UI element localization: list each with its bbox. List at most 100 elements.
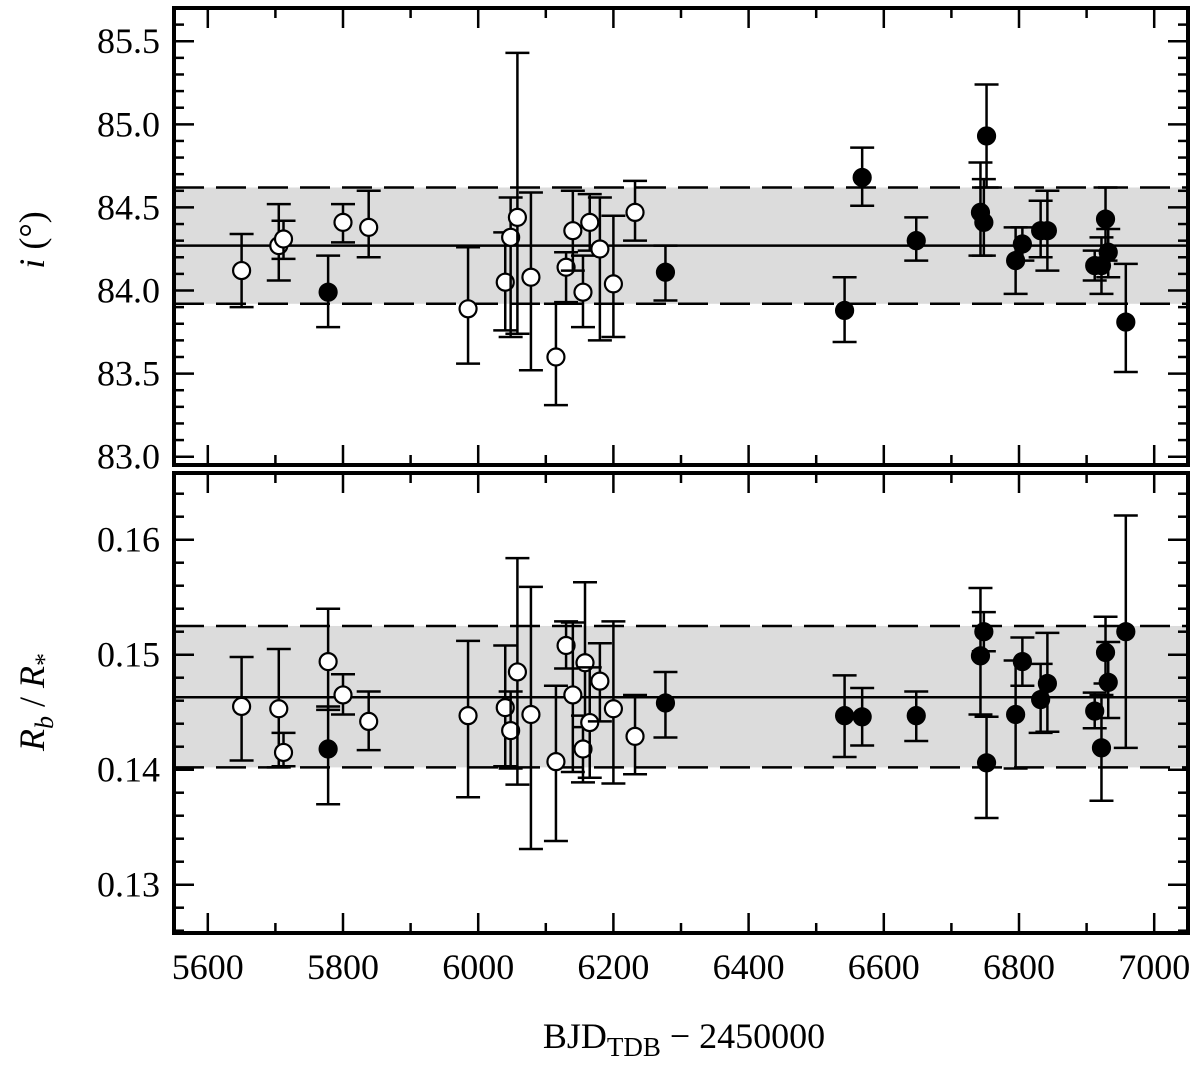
data-point — [505, 51, 530, 335]
data-point — [456, 639, 481, 799]
filled-marker — [1098, 672, 1118, 692]
open-marker — [273, 229, 294, 249]
data-point — [601, 620, 626, 785]
data-point — [1010, 636, 1035, 687]
filled-marker — [318, 282, 338, 302]
data-point — [832, 275, 857, 344]
y-tick-label: 85.0 — [97, 104, 160, 144]
filled-marker — [1037, 221, 1057, 241]
filled-marker — [1012, 234, 1032, 254]
filled-marker — [1095, 209, 1116, 229]
data-point — [271, 731, 296, 768]
open-marker — [546, 752, 566, 772]
data-point — [1096, 640, 1121, 720]
y-tick-label: 84.0 — [97, 271, 160, 311]
y-tick-label: 0.14 — [97, 750, 160, 790]
y-tick-label: 0.13 — [97, 865, 160, 905]
data-point — [229, 232, 254, 309]
filled-series — [316, 514, 1138, 820]
open-marker — [563, 221, 583, 241]
data-point — [653, 670, 678, 739]
data-point — [331, 673, 355, 716]
filled-marker — [1012, 651, 1032, 672]
filled-marker — [976, 753, 997, 773]
filled-marker — [906, 231, 926, 251]
x-tick-label: 6400 — [713, 947, 785, 987]
data-point — [832, 674, 857, 759]
open-marker — [269, 699, 289, 719]
data-point — [518, 191, 543, 372]
data-point — [1082, 691, 1107, 730]
x-tick-label: 7000 — [1118, 947, 1190, 987]
open-marker — [458, 299, 478, 319]
data-point — [560, 621, 585, 774]
open-marker — [603, 699, 624, 719]
open-marker — [580, 212, 600, 232]
x-tick-label: 5600 — [172, 947, 244, 987]
filled-series — [316, 83, 1138, 374]
data-point — [653, 244, 678, 302]
x-tick-label: 6600 — [848, 947, 920, 987]
filled-marker — [318, 739, 338, 759]
filled-marker — [970, 646, 991, 666]
x-axis-label: BJDTDB − 2450000 — [543, 1016, 825, 1062]
open-marker — [501, 720, 521, 741]
y-tick-label: 83.5 — [97, 354, 160, 394]
data-point — [601, 214, 626, 339]
open-marker — [318, 651, 338, 672]
open-marker — [333, 685, 353, 705]
top-ylabel: i (°) — [12, 211, 52, 268]
y-tick-label: 85.5 — [97, 21, 160, 61]
data-point — [587, 641, 612, 723]
open-marker — [458, 706, 478, 726]
filled-marker — [834, 300, 855, 321]
data-point — [543, 684, 568, 843]
open-marker — [232, 696, 252, 717]
open-marker — [590, 671, 610, 691]
filled-marker — [1095, 642, 1116, 663]
open-marker — [521, 704, 541, 725]
open-marker — [573, 739, 593, 759]
open-marker — [625, 726, 645, 746]
x-tick-label: 6200 — [577, 947, 649, 987]
data-point — [623, 693, 648, 776]
data-point — [850, 686, 875, 747]
filled-marker — [1116, 622, 1136, 642]
bottom-panel: 0.13 0.14 0.15 0.16 5600 5800 6000 6200 6400 6600… — [97, 471, 1190, 987]
open-marker — [507, 207, 528, 227]
open-marker — [563, 685, 583, 705]
data-point — [1035, 189, 1060, 272]
filled-marker — [974, 622, 994, 642]
open-series — [229, 51, 648, 407]
open-marker — [625, 202, 645, 223]
data-point — [456, 246, 481, 365]
data-point — [1035, 631, 1060, 733]
open-marker — [573, 282, 593, 302]
data-point — [974, 715, 999, 820]
y-tick-label: 83.0 — [97, 437, 160, 477]
y-tick-label: 0.16 — [97, 520, 160, 560]
data-point — [1113, 514, 1138, 750]
filled-marker — [1031, 689, 1051, 710]
data-point — [971, 610, 996, 653]
data-point — [623, 179, 648, 242]
data-point — [543, 302, 568, 407]
open-series — [229, 556, 648, 851]
data-point — [1113, 262, 1138, 374]
data-point — [356, 189, 381, 259]
filled-marker — [906, 706, 926, 726]
data-point — [356, 690, 381, 752]
filled-marker — [655, 262, 676, 282]
open-marker — [603, 274, 624, 294]
filled-marker — [852, 167, 872, 188]
data-point — [316, 607, 341, 712]
filled-marker — [1085, 701, 1105, 721]
filled-marker — [974, 212, 994, 232]
data-point — [505, 556, 530, 786]
filled-marker — [976, 126, 997, 146]
data-point — [904, 216, 929, 262]
open-marker — [359, 217, 379, 237]
filled-marker — [852, 707, 872, 727]
